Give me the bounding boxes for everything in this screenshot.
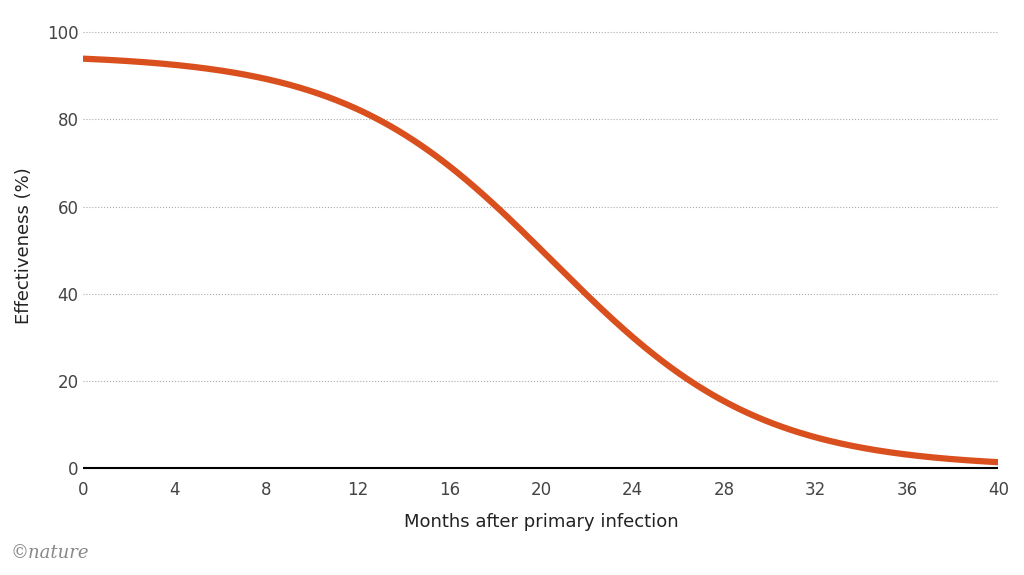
Y-axis label: Effectiveness (%): Effectiveness (%) [15,167,33,324]
X-axis label: Months after primary infection: Months after primary infection [403,513,678,531]
Text: ©nature: ©nature [10,544,89,562]
